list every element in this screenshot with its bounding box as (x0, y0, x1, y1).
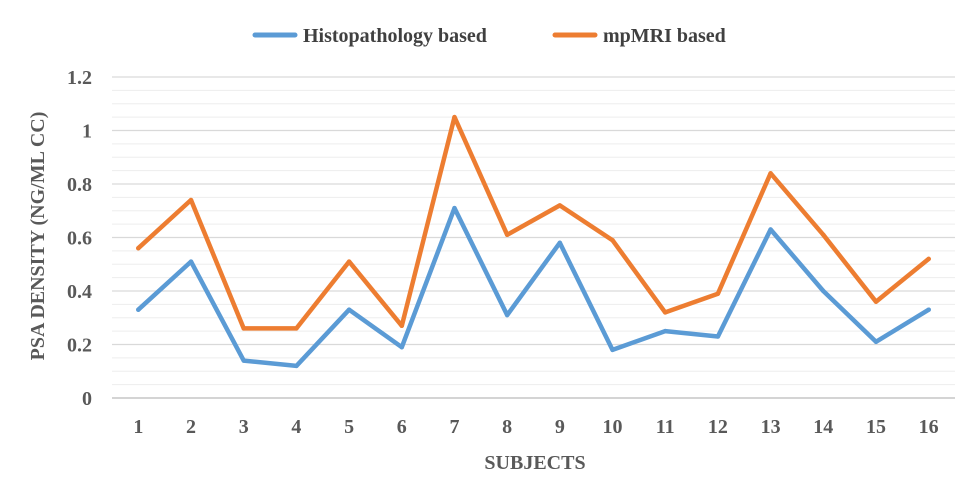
x-tick-label: 9 (555, 416, 565, 438)
x-tick-label: 11 (656, 416, 675, 438)
data-point (294, 363, 299, 369)
y-tick-label: 0.8 (67, 174, 92, 196)
x-tick-label: 2 (186, 416, 196, 438)
data-point (399, 323, 404, 328)
x-tick-label: 3 (239, 416, 249, 438)
data-point (821, 232, 826, 238)
x-tick-label: 15 (866, 416, 886, 438)
x-tick-label: 1 (133, 416, 143, 438)
data-point (346, 307, 352, 312)
data-point (873, 299, 879, 304)
data-point (504, 232, 510, 238)
data-point (557, 240, 563, 246)
x-tick-label: 6 (397, 416, 407, 438)
data-point (188, 259, 194, 264)
data-point (504, 312, 510, 318)
data-point (136, 307, 141, 312)
data-point (821, 288, 826, 294)
data-point (452, 205, 457, 211)
data-point (557, 203, 563, 208)
y-tick-label: 0.2 (67, 335, 92, 357)
data-point (610, 347, 615, 353)
legend-label: Histopathology based (303, 25, 487, 47)
x-tick-label: 4 (291, 416, 301, 438)
axes: 00.20.40.60.811.21 2 3 4 5 6 7 8 9 10 11 12 13 14 15 16 (67, 67, 955, 438)
data-point (663, 310, 668, 315)
x-tick-label: 10 (603, 416, 623, 438)
y-tick-label: 0 (82, 388, 92, 410)
data-point (136, 246, 141, 251)
data-point (768, 227, 773, 232)
x-tick-label: 16 (919, 416, 939, 438)
data-point (715, 291, 721, 296)
data-point (188, 197, 194, 203)
series-lines (136, 114, 931, 369)
x-tick-label: 7 (449, 416, 459, 438)
data-point (663, 328, 668, 334)
data-point (768, 171, 773, 176)
y-axis-title: PSA DENSITY (NG/ML CC) (27, 112, 49, 361)
y-tick-label: 1.2 (67, 67, 92, 89)
data-point (926, 256, 931, 262)
data-point (926, 307, 931, 312)
data-point (241, 358, 246, 363)
series-line-2 (136, 114, 931, 331)
y-tick-label: 0.6 (67, 228, 92, 250)
x-tick-label: 5 (344, 416, 354, 438)
y-tick-label: 0.4 (67, 281, 92, 303)
x-axis-title: SUBJECTS (484, 452, 585, 474)
data-point (715, 334, 721, 339)
data-point (346, 259, 352, 264)
data-point (241, 326, 246, 331)
x-tick-label: 13 (761, 416, 781, 438)
x-tick-label: 12 (708, 416, 728, 438)
data-point (399, 344, 404, 350)
x-tick-label: 14 (813, 416, 833, 438)
x-tick-label: 8 (502, 416, 512, 438)
data-point (873, 339, 879, 345)
y-tick-label: 1 (82, 121, 92, 143)
data-point (610, 237, 615, 243)
legend-label: mpMRI based (603, 25, 726, 47)
data-point (294, 326, 299, 331)
series-line-1 (136, 205, 931, 369)
legend: Histopathology based mpMRI based (252, 25, 726, 47)
data-point (452, 114, 457, 120)
